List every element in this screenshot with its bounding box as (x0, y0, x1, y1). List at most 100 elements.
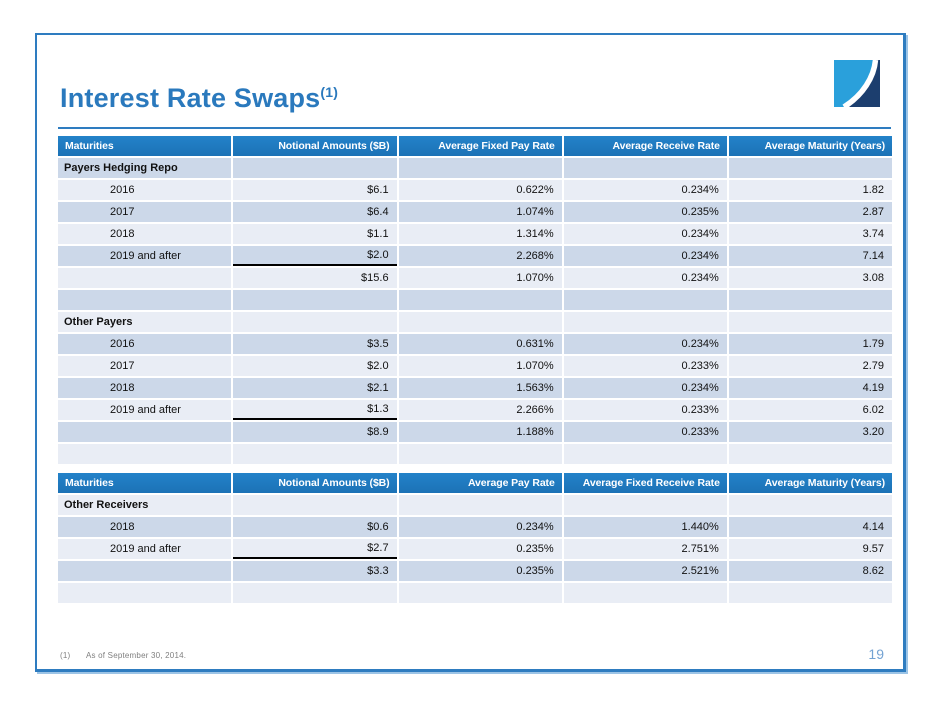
column-header: Average Maturity (Years) (728, 472, 892, 493)
maturity-cell (58, 267, 232, 288)
table-row: $15.6 1.070% 0.234% 3.08 (58, 267, 892, 288)
value-cell (563, 157, 727, 178)
table-row: Payers Hedging Repo (58, 157, 892, 178)
value-cell: 8.62 (728, 560, 892, 581)
column-header: Maturities (58, 135, 232, 156)
footnote: (1) As of September 30, 2014. (60, 651, 186, 660)
maturity-cell: 2017 (58, 201, 232, 222)
value-cell: $6.4 (233, 201, 397, 222)
value-cell: 3.74 (728, 223, 892, 244)
column-header: Average Maturity (Years) (728, 135, 892, 156)
column-header: Notional Amounts ($B) (233, 472, 397, 493)
title-footnote-marker: (1) (320, 84, 339, 100)
value-cell (728, 311, 892, 332)
value-cell: 0.631% (398, 333, 562, 354)
maturity-cell: Payers Hedging Repo (58, 157, 232, 178)
column-header: Average Fixed Receive Rate (563, 472, 727, 493)
value-cell: 0.233% (563, 399, 727, 420)
value-cell (563, 311, 727, 332)
value-cell: 2.266% (398, 399, 562, 420)
footnote-marker: (1) (60, 651, 71, 660)
value-cell: 2.521% (563, 560, 727, 581)
value-cell (233, 582, 397, 603)
value-cell: $2.0 (233, 245, 397, 266)
value-cell (233, 443, 397, 464)
value-cell: 1.79 (728, 333, 892, 354)
table-row: Other Payers (58, 311, 892, 332)
value-cell: 0.622% (398, 179, 562, 200)
swaps-receivers-table: Maturities Notional Amounts ($B) Average P… (56, 471, 894, 605)
maturity-cell: 2018 (58, 223, 232, 244)
maturity-cell: 2016 (58, 333, 232, 354)
table-row (58, 582, 892, 603)
table-row: 2018 $2.1 1.563% 0.234% 4.19 (58, 377, 892, 398)
table-header-row: Maturities Notional Amounts ($B) Average P… (58, 472, 892, 493)
value-cell (398, 157, 562, 178)
value-cell: $2.0 (233, 355, 397, 376)
table-row: Other Receivers (58, 494, 892, 515)
value-cell: 0.234% (398, 516, 562, 537)
table-row: 2017 $2.0 1.070% 0.233% 2.79 (58, 355, 892, 376)
page-title: Interest Rate Swaps(1) (60, 83, 903, 114)
value-cell (233, 157, 397, 178)
company-logo-icon (834, 60, 880, 107)
value-cell (563, 443, 727, 464)
column-header: Notional Amounts ($B) (233, 135, 397, 156)
value-cell: 0.234% (563, 245, 727, 266)
value-cell (563, 289, 727, 310)
value-cell: 2.268% (398, 245, 562, 266)
value-cell: 1.070% (398, 355, 562, 376)
value-cell: 3.08 (728, 267, 892, 288)
table-row (58, 443, 892, 464)
value-cell: 0.233% (563, 355, 727, 376)
maturity-cell: 2019 and after (58, 399, 232, 420)
value-cell (233, 494, 397, 515)
value-cell: 1.070% (398, 267, 562, 288)
title-rule-divider (58, 126, 891, 129)
maturity-cell (58, 560, 232, 581)
value-cell (728, 157, 892, 178)
table-row: 2019 and after $2.0 2.268% 0.234% 7.14 (58, 245, 892, 266)
maturity-cell: Other Payers (58, 311, 232, 332)
value-cell (728, 582, 892, 603)
value-cell: 0.234% (563, 267, 727, 288)
value-cell: $1.1 (233, 223, 397, 244)
value-cell: $2.1 (233, 377, 397, 398)
value-cell: $3.3 (233, 560, 397, 581)
value-cell: $1.3 (233, 399, 397, 420)
value-cell: 1.074% (398, 201, 562, 222)
value-cell: 0.235% (563, 201, 727, 222)
value-cell: 3.20 (728, 421, 892, 442)
maturity-cell: 2019 and after (58, 245, 232, 266)
column-header: Average Pay Rate (398, 472, 562, 493)
column-header: Average Fixed Pay Rate (398, 135, 562, 156)
value-cell: 2.87 (728, 201, 892, 222)
maturity-cell: 2017 (58, 355, 232, 376)
table-row: 2016 $3.5 0.631% 0.234% 1.79 (58, 333, 892, 354)
column-header: Maturities (58, 472, 232, 493)
value-cell: 0.234% (563, 333, 727, 354)
value-cell: $0.6 (233, 516, 397, 537)
value-cell: 0.234% (563, 179, 727, 200)
value-cell (233, 311, 397, 332)
column-header: Average Receive Rate (563, 135, 727, 156)
value-cell: 9.57 (728, 538, 892, 559)
table-row: 2017 $6.4 1.074% 0.235% 2.87 (58, 201, 892, 222)
slide-frame: Interest Rate Swaps(1) Maturities Notiona… (35, 33, 906, 672)
table-row: 2018 $0.6 0.234% 1.440% 4.14 (58, 516, 892, 537)
value-cell (563, 582, 727, 603)
table-row: $3.3 0.235% 2.521% 8.62 (58, 560, 892, 581)
value-cell: 1.82 (728, 179, 892, 200)
value-cell: 1.563% (398, 377, 562, 398)
value-cell (233, 289, 397, 310)
value-cell: 2.79 (728, 355, 892, 376)
page-title-text: Interest Rate Swaps (60, 83, 321, 113)
maturity-cell (58, 289, 232, 310)
table-row: 2019 and after $1.3 2.266% 0.233% 6.02 (58, 399, 892, 420)
value-cell (563, 494, 727, 515)
value-cell: 0.234% (563, 223, 727, 244)
value-cell: 4.14 (728, 516, 892, 537)
swaps-payers-table: Maturities Notional Amounts ($B) Average F… (56, 134, 894, 466)
value-cell (728, 289, 892, 310)
page-number: 19 (868, 646, 884, 662)
